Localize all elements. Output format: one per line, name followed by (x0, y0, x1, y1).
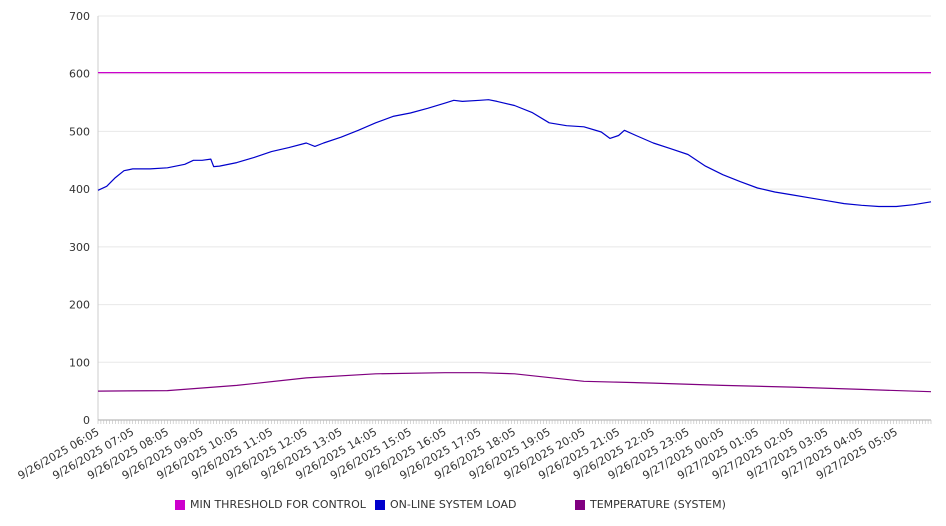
legend-swatch-temperature (575, 499, 585, 510)
legend-swatch-system-load (375, 499, 385, 510)
legend-item-system-load: ON-LINE SYSTEM LOAD (375, 498, 516, 511)
y-tick-label: 600 (69, 68, 90, 81)
y-tick-label: 100 (69, 356, 90, 369)
y-tick-label: 700 (69, 10, 90, 23)
legend: MIN THRESHOLD FOR CONTROL ON-LINE SYSTEM… (0, 498, 946, 514)
series-lines (97, 72, 932, 393)
legend-label-temperature: TEMPERATURE (SYSTEM) (590, 498, 726, 511)
y-tick-label: 0 (83, 414, 90, 427)
x-tick-labels: 9/26/2025 06:059/26/2025 07:059/26/2025 … (16, 425, 900, 482)
y-tick-label: 400 (69, 183, 90, 196)
grid-lines (98, 15, 931, 421)
y-tick-label: 300 (69, 241, 90, 254)
legend-item-temperature: TEMPERATURE (SYSTEM) (575, 498, 726, 511)
legend-swatch-min-threshold (175, 499, 185, 510)
axes (97, 16, 932, 424)
y-tick-label: 200 (69, 299, 90, 312)
series-line-on-line-system-load (97, 99, 932, 208)
y-tick-labels: 0 100 200 300 400 500 600 700 (69, 10, 90, 427)
legend-label-min-threshold: MIN THRESHOLD FOR CONTROL (190, 498, 366, 511)
legend-item-min-threshold: MIN THRESHOLD FOR CONTROL (175, 498, 366, 511)
legend-label-system-load: ON-LINE SYSTEM LOAD (390, 498, 517, 511)
series-line-temperature-system (97, 372, 932, 393)
y-tick-label: 500 (69, 125, 90, 138)
